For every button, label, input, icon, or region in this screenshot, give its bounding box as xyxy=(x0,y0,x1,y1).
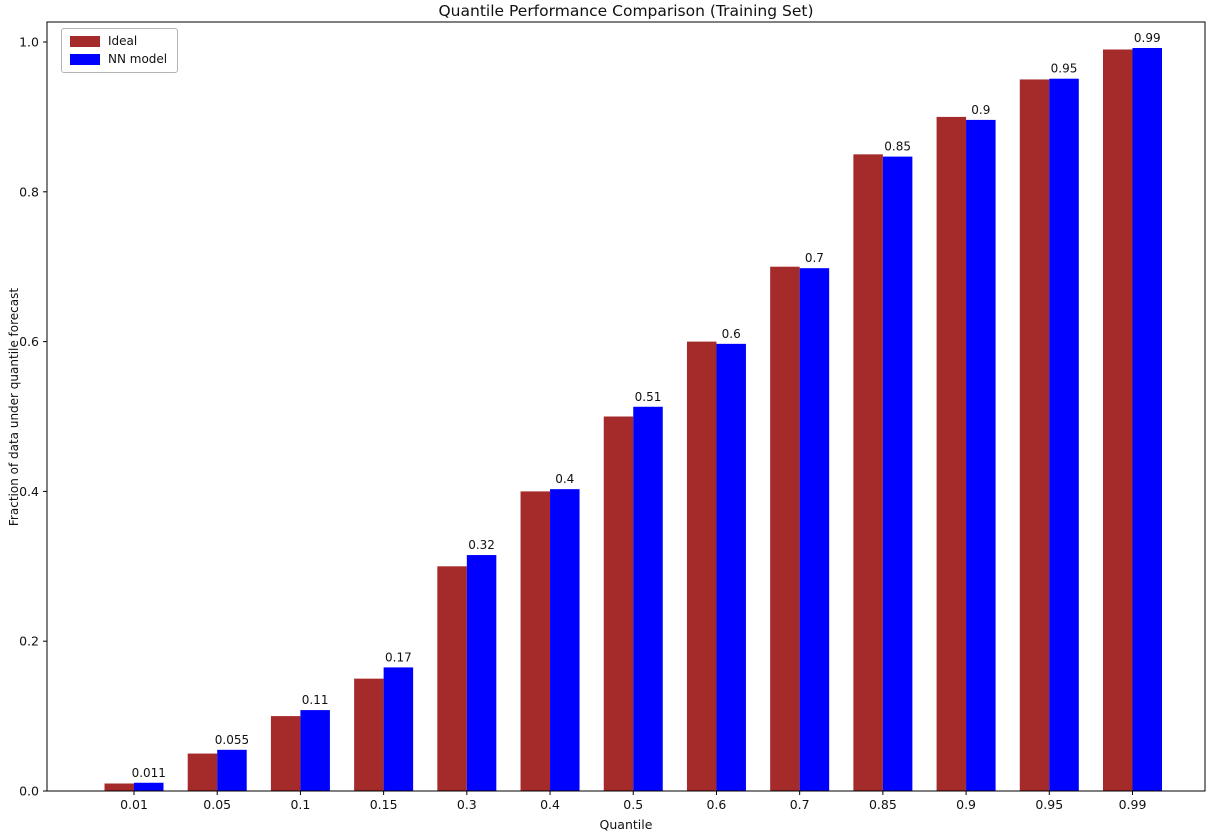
x-tick-label: 0.05 xyxy=(203,797,231,812)
x-axis-label: Quantile xyxy=(599,817,653,832)
y-tick-label: 0.2 xyxy=(19,634,39,649)
y-tick-label: 0.0 xyxy=(19,784,39,799)
bar-value-label: 0.32 xyxy=(468,538,495,552)
y-tick-label: 1.0 xyxy=(19,35,39,50)
legend-label-nn-model: NN model xyxy=(108,52,168,66)
nn-model-bar xyxy=(882,156,913,792)
nn-model-bar xyxy=(134,782,164,791)
x-tick-label: 0.01 xyxy=(120,797,148,812)
x-tick-label: 0.15 xyxy=(370,797,398,812)
ideal-color-swatch xyxy=(70,36,100,47)
x-tick-label: 0.9 xyxy=(956,797,976,812)
bar-value-label: 0.7 xyxy=(805,251,824,265)
legend: Ideal NN model xyxy=(61,28,179,73)
chart-title: Quantile Performance Comparison (Trainin… xyxy=(438,2,814,20)
nn-model-bar xyxy=(300,710,330,791)
bar-value-label: 0.9 xyxy=(971,103,990,117)
bar-value-label: 0.6 xyxy=(722,327,741,341)
bar-value-label: 0.95 xyxy=(1051,62,1078,76)
ideal-bar xyxy=(270,716,301,791)
legend-item-ideal: Ideal xyxy=(70,35,167,48)
x-tick-label: 0.5 xyxy=(623,797,643,812)
ideal-bar xyxy=(853,154,883,792)
ideal-bar xyxy=(1019,79,1050,791)
x-tick-label: 0.85 xyxy=(869,797,897,812)
y-tick-label: 0.6 xyxy=(19,334,39,349)
ideal-bar xyxy=(187,753,218,791)
ideal-bar xyxy=(354,678,384,791)
ideal-bar xyxy=(936,116,967,791)
ideal-bar xyxy=(686,341,717,791)
legend-label-ideal: Ideal xyxy=(108,34,138,48)
ideal-bar xyxy=(770,266,800,791)
nn-model-bar xyxy=(466,555,497,791)
x-tick-label: 0.3 xyxy=(457,797,477,812)
nn-model-bar xyxy=(799,268,830,791)
nn-model-bar xyxy=(1049,78,1079,792)
ideal-bar xyxy=(437,566,467,791)
ideal-bar xyxy=(1103,49,1133,792)
ideal-bar xyxy=(603,416,634,791)
x-tick-label: 0.4 xyxy=(540,797,560,812)
nn-model-bar xyxy=(716,343,746,791)
y-tick-label: 0.8 xyxy=(19,184,39,199)
x-tick-label: 0.6 xyxy=(707,797,727,812)
bar-value-label: 0.17 xyxy=(385,650,412,664)
bar-value-label: 0.11 xyxy=(302,693,329,707)
nn-model-bar xyxy=(383,667,414,791)
legend-item-nn-model: NN model xyxy=(70,53,167,66)
bar-value-label: 0.4 xyxy=(555,472,574,486)
y-tick-label: 0.4 xyxy=(19,484,39,499)
nn-model-bar xyxy=(217,749,247,791)
bar-value-label: 0.51 xyxy=(635,390,662,404)
x-tick-label: 0.7 xyxy=(790,797,810,812)
axes-spines xyxy=(46,21,1206,792)
nn-model-bar xyxy=(633,406,663,791)
ideal-bar xyxy=(520,491,551,791)
x-tick-label: 0.1 xyxy=(290,797,310,812)
bar-value-label: 0.85 xyxy=(884,140,911,154)
bar-value-label: 0.99 xyxy=(1134,31,1161,45)
bar-value-label: 0.055 xyxy=(215,733,249,747)
x-tick-label: 0.95 xyxy=(1035,797,1063,812)
x-tick-label: 0.99 xyxy=(1119,797,1147,812)
bar-value-label: 0.011 xyxy=(132,766,166,780)
ideal-bar xyxy=(104,783,134,791)
nn-model-bar xyxy=(1132,47,1162,791)
nn-model-bar xyxy=(966,119,996,791)
nn-model-color-swatch xyxy=(70,54,100,65)
nn-model-bar xyxy=(550,489,580,791)
